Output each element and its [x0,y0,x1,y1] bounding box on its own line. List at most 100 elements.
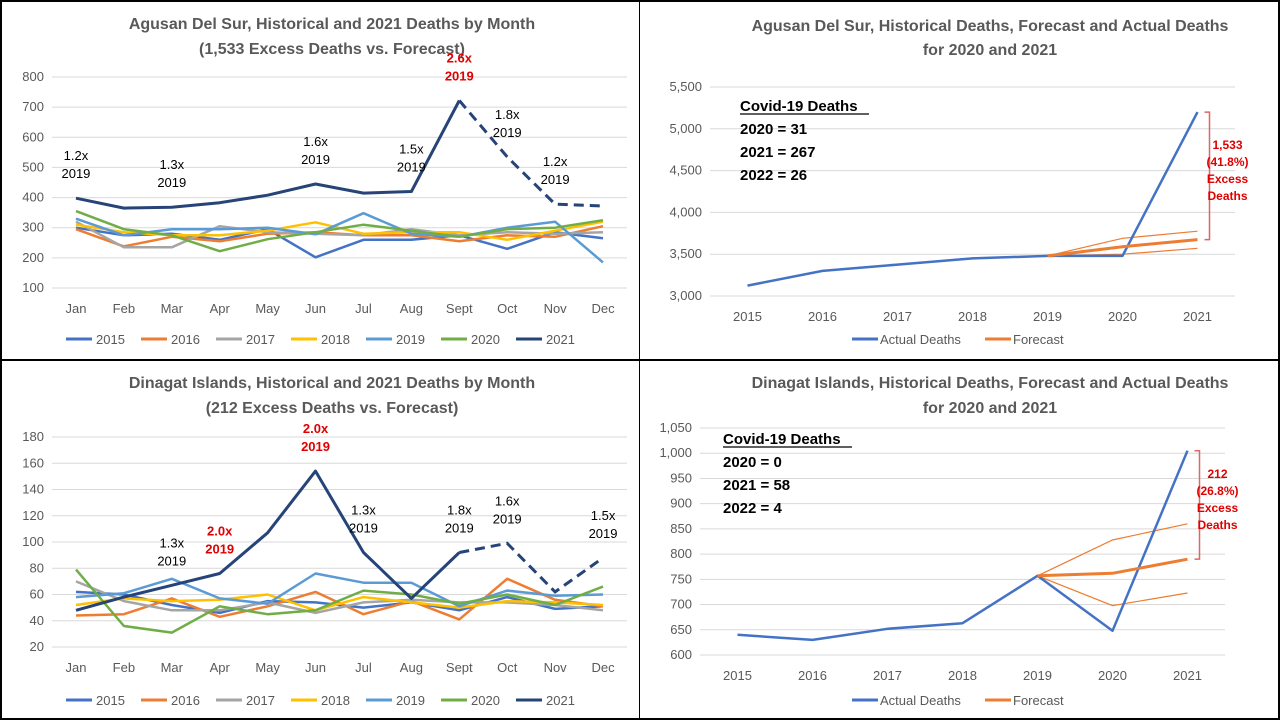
agusan-forecast-panel: Agusan Del Sur, Historical Deaths, Forec… [640,0,1280,361]
y-tick-label: 950 [670,470,692,485]
annotation-ref: 2019 [61,166,90,181]
y-tick-label: 900 [670,496,692,511]
x-tick-label: Oct [497,660,518,675]
x-tick-label: Feb [113,301,135,316]
covid-box-line: 2021 = 58 [723,477,790,494]
excess-label-line: Deaths [1207,189,1247,203]
y-tick-label: 500 [22,159,44,174]
series-line-2020 [75,568,604,634]
chart-subtitle: for 2020 and 2021 [923,42,1057,59]
chart-title: Agusan Del Sur, Historical Deaths, Forec… [752,18,1229,35]
annotation-ratio: 1.2x [543,154,568,169]
x-tick-label: 2016 [798,668,827,683]
y-tick-label: 140 [22,482,44,497]
x-tick-label: 2016 [808,309,837,324]
annotation-ratio: 2.0x [303,421,329,436]
annotation-ratio: 2.6x [447,51,473,66]
x-tick-label: 2017 [873,668,902,683]
y-tick-label: 100 [22,534,44,549]
y-tick-label: 80 [30,560,44,575]
excess-label-line: (26.8%) [1196,484,1238,498]
y-tick-label: 5,500 [669,79,702,94]
covid-box-line: 2022 = 26 [740,167,807,184]
y-tick-label: 20 [30,639,44,654]
chart-subtitle: for 2020 and 2021 [923,400,1057,417]
chart-title: Agusan Del Sur, Historical and 2021 Deat… [129,16,535,33]
x-tick-label: Aug [400,301,423,316]
annotation-ratio: 1.5x [591,508,616,523]
y-tick-label: 1,050 [659,420,692,435]
forecast-upper-bound [1047,230,1198,257]
legend-label-2021: 2021 [546,693,575,708]
x-tick-label: Sept [446,301,473,316]
x-tick-label: Jul [355,660,372,675]
legend-label-actual-deaths: Actual Deaths [880,332,961,347]
y-tick-label: 700 [670,597,692,612]
annotation-ref: 2019 [541,172,570,187]
y-tick-label: 800 [22,69,44,84]
legend-label-2020: 2020 [471,693,500,708]
annotation-ratio: 1.3x [160,535,185,550]
annotation-ref: 2019 [157,175,186,190]
dinagat-monthly-chart: Dinagat Islands, Historical and 2021 Dea… [22,375,627,708]
legend-label-2017: 2017 [246,693,275,708]
x-tick-label: Apr [210,301,231,316]
x-tick-label: 2019 [1033,309,1062,324]
excess-label-line: (41.8%) [1206,155,1248,169]
annotation-ref: 2019 [589,526,618,541]
annotation-ref: 2019 [397,160,426,175]
series-line-actual-deaths [747,111,1199,287]
series-line-2021 [75,469,461,612]
series-line-2020 [75,209,604,253]
series-line-actual-deaths [737,450,1189,642]
legend-label-2020: 2020 [471,332,500,347]
x-tick-label: 2015 [723,668,752,683]
annotation-ref: 2019 [493,125,522,140]
series-line-2019 [75,572,604,608]
x-tick-label: Jan [65,660,86,675]
series-line-2015 [75,590,604,615]
x-tick-label: Dec [591,301,615,316]
y-tick-label: 40 [30,613,44,628]
dinagat-monthly-panel: Dinagat Islands, Historical and 2021 Dea… [0,359,641,720]
chart-subtitle: (1,533 Excess Deaths vs. Forecast) [199,41,465,58]
annotation-ref: 2019 [349,521,378,536]
legend-label-2019: 2019 [396,332,425,347]
x-tick-label: 2018 [958,309,987,324]
legend-label-2018: 2018 [321,693,350,708]
covid-box-line: 2022 = 4 [723,500,782,517]
excess-label-line: 212 [1207,467,1227,481]
covid-box-line: 2020 = 0 [723,454,782,471]
y-tick-label: 650 [670,622,692,637]
legend-label-actual-deaths: Actual Deaths [880,693,961,708]
x-tick-label: Oct [497,301,518,316]
annotation-ratio: 1.2x [64,148,89,163]
legend-label-2015: 2015 [96,332,125,347]
chart-title: Dinagat Islands, Historical and 2021 Dea… [129,375,535,392]
x-tick-label: Mar [161,301,184,316]
excess-label-line: Excess [1197,501,1239,515]
legend-label-2016: 2016 [171,332,200,347]
legend-label-2015: 2015 [96,693,125,708]
excess-label-line: Excess [1207,172,1249,186]
y-tick-label: 200 [22,250,44,265]
excess-bracket [1204,111,1211,241]
y-tick-label: 700 [22,99,44,114]
y-tick-label: 800 [670,546,692,561]
x-tick-label: Feb [113,660,135,675]
forecast-upper-bound [1037,523,1188,577]
annotation-ref: 2019 [301,439,330,454]
agusan-monthly-chart: Agusan Del Sur, Historical and 2021 Deat… [22,16,627,347]
x-tick-label: Sept [446,660,473,675]
annotation-ref: 2019 [205,542,234,557]
x-tick-label: 2017 [883,309,912,324]
chart-title: Dinagat Islands, Historical Deaths, Fore… [752,375,1229,392]
dinagat-forecast-panel: Dinagat Islands, Historical Deaths, Fore… [640,359,1280,720]
x-tick-label: Jun [305,301,326,316]
y-tick-label: 100 [22,280,44,295]
annotation-ratio: 1.3x [351,503,376,518]
legend-label-2021: 2021 [546,332,575,347]
annotation-ratio: 1.5x [399,142,424,157]
annotation-ref: 2019 [301,152,330,167]
